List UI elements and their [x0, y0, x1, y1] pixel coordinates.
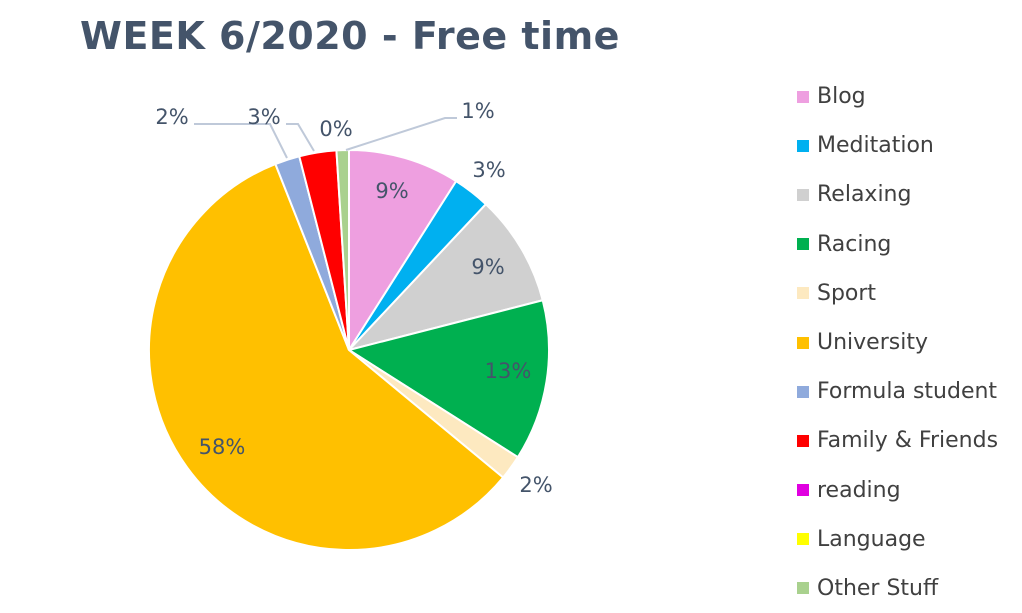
legend-item-reading: reading [797, 466, 998, 515]
legend-swatch-formula-student [797, 385, 809, 398]
slice-label-university: 58% [199, 435, 246, 459]
legend-swatch-meditation [797, 139, 809, 152]
legend-label-other-stuff: Other Stuff [817, 575, 939, 601]
legend-swatch-language [797, 533, 809, 546]
legend-swatch-other-stuff [797, 582, 809, 595]
chart-title: WEEK 6/2020 - Free time [80, 14, 620, 58]
slice-labels: 9% 3% 9% 13% 2% 58% 2% 3% 0% 1% [155, 99, 552, 497]
legend-swatch-racing [797, 238, 809, 251]
legend-item-racing: Racing [797, 220, 998, 269]
pie-slice-university [148, 162, 505, 551]
leader-line-formula-student [194, 123, 288, 159]
slice-label-meditation: 3% [472, 158, 505, 182]
slice-label-racing: 13% [485, 359, 532, 383]
legend-swatch-family-and-friends [797, 434, 809, 447]
slice-label-other-stuff: 1% [461, 99, 494, 123]
legend-swatch-reading [797, 484, 809, 497]
legend-item-blog: Blog [797, 72, 998, 121]
legend-item-university: University [797, 318, 998, 367]
pie-slice-blog [348, 148, 458, 354]
legend-label-blog: Blog [817, 84, 866, 110]
legend-item-other-stuff: Other Stuff [797, 564, 998, 613]
legend-item-relaxing: Relaxing [797, 170, 998, 219]
legend-label-family-and-friends: Family & Friends [817, 428, 999, 454]
legend-swatch-sport [797, 287, 809, 300]
pie-slices [148, 148, 550, 551]
legend-label-meditation: Meditation [817, 133, 934, 159]
legend-item-formula-student: Formula student [797, 367, 998, 416]
legend-label-formula-student: Formula student [817, 379, 998, 405]
legend-item-sport: Sport [797, 269, 998, 318]
slice-label-relaxing: 9% [471, 255, 504, 279]
legend-swatch-blog [797, 90, 809, 103]
chart-legend: Blog Meditation Relaxing Racing Sport Univers… [797, 72, 998, 613]
legend-label-relaxing: Relaxing [817, 182, 912, 208]
legend-label-sport: Sport [817, 280, 877, 306]
legend-swatch-university [797, 336, 809, 349]
leader-line-family-and-friends [286, 123, 315, 152]
legend-item-language: Language [797, 515, 998, 564]
legend-label-racing: Racing [817, 231, 892, 257]
slice-label-formula-student: 2% [155, 105, 188, 129]
pie-slice-relaxing [345, 202, 544, 352]
slice-label-family-and-friends: 3% [247, 105, 280, 129]
slice-label-language: 0% [319, 117, 352, 141]
slice-label-blog: 9% [375, 179, 408, 203]
pie-slice-racing [346, 299, 550, 459]
pie-chart: 9% 3% 9% 13% 2% 58% 2% 3% 0% 1% [148, 99, 553, 551]
legend-label-language: Language [817, 526, 926, 552]
leader-lines [194, 117, 457, 159]
legend-item-meditation: Meditation [797, 121, 998, 170]
legend-item-family-and-friends: Family & Friends [797, 416, 998, 465]
legend-label-reading: reading [817, 477, 901, 503]
slice-label-sport: 2% [519, 473, 552, 497]
leader-line-other-stuff [345, 117, 457, 151]
legend-label-university: University [817, 330, 928, 356]
legend-swatch-relaxing [797, 188, 809, 201]
